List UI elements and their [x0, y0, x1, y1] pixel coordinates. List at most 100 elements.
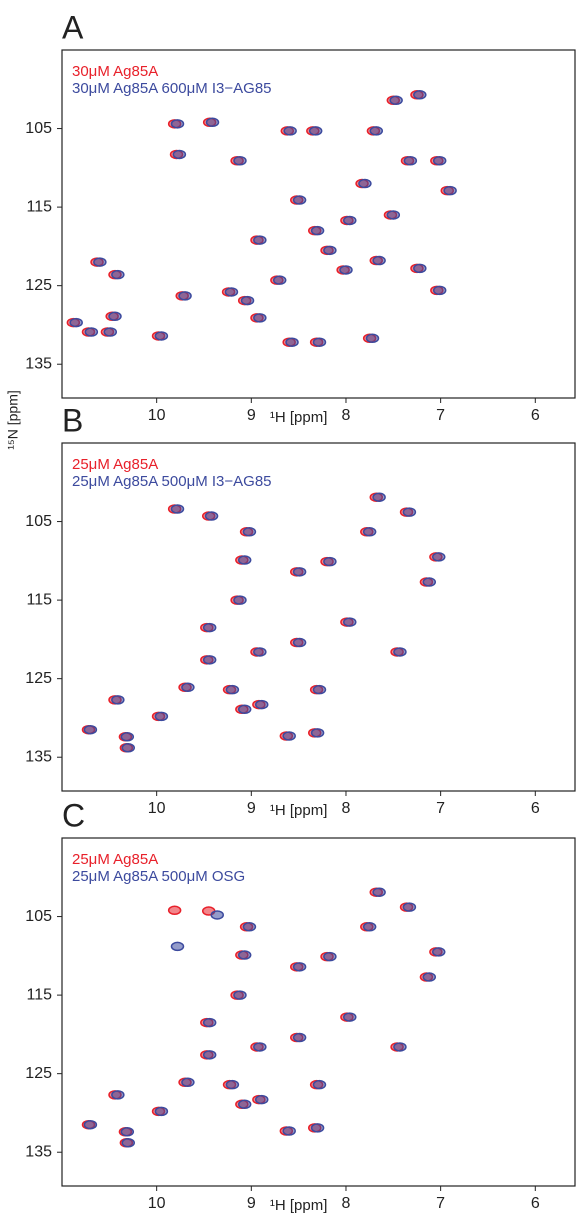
x-axis-label: ¹H [ppm] — [270, 1197, 328, 1214]
legend-entry: 25μM Ag85A 500μM I3−AG85 — [72, 473, 272, 490]
peak — [178, 291, 192, 301]
peak — [202, 655, 217, 665]
peak — [121, 1138, 136, 1148]
y-axis-label: ¹⁵N [ppm] — [5, 390, 21, 449]
peak — [312, 684, 327, 695]
peak — [120, 732, 135, 742]
legend-entry: 25μM Ag85A — [72, 851, 158, 868]
peak — [292, 1032, 307, 1043]
peak — [181, 1077, 195, 1088]
peak — [83, 724, 98, 735]
x-tick-label: 10 — [148, 800, 166, 817]
peak — [282, 1126, 296, 1136]
peak — [443, 185, 457, 196]
peak — [111, 269, 125, 280]
panel-label: B — [62, 402, 83, 438]
peak — [204, 511, 219, 521]
x-tick-label: 8 — [342, 407, 351, 424]
peak — [310, 728, 325, 738]
peak — [240, 295, 255, 306]
peak — [93, 257, 107, 267]
peak — [323, 245, 337, 256]
peak — [254, 1094, 269, 1105]
peak — [393, 647, 407, 657]
x-tick-label: 7 — [436, 800, 445, 817]
peak — [242, 922, 257, 932]
peak — [403, 156, 418, 166]
y-tick-label: 135 — [25, 748, 52, 765]
peak — [253, 235, 267, 245]
peak — [202, 622, 217, 633]
y-tick-label: 135 — [25, 355, 52, 372]
peak — [343, 1012, 357, 1022]
peak — [205, 117, 220, 128]
x-tick-label: 9 — [247, 407, 256, 424]
y-tick-label: 125 — [25, 1065, 52, 1082]
y-tick-label: 105 — [25, 513, 52, 530]
peak — [108, 311, 122, 322]
peak — [253, 1042, 267, 1052]
peak — [431, 552, 446, 562]
peak — [111, 695, 125, 705]
peak — [372, 887, 386, 897]
peak — [237, 704, 252, 715]
peak — [292, 567, 307, 577]
peak — [389, 95, 403, 106]
peak — [431, 947, 446, 957]
peak — [339, 265, 353, 275]
peak — [312, 337, 327, 347]
peak — [120, 1127, 135, 1137]
peak — [69, 317, 83, 328]
y-tick-label: 125 — [25, 670, 52, 687]
y-tick-label: 115 — [26, 986, 52, 1003]
peak — [272, 275, 287, 285]
peak — [292, 637, 307, 648]
peak — [372, 255, 386, 266]
peak — [237, 950, 252, 960]
peak — [111, 1090, 125, 1100]
peak — [312, 1079, 327, 1090]
x-tick-label: 9 — [247, 1195, 256, 1212]
peak — [369, 126, 384, 136]
legend-entry: 25μM Ag85A 500μM OSG — [72, 868, 245, 885]
peak — [210, 910, 224, 920]
peak — [323, 951, 337, 962]
y-tick-label: 135 — [25, 1143, 52, 1160]
peak — [362, 922, 377, 932]
legend-entry: 30μM Ag85A 600μM I3−AG85 — [72, 80, 272, 97]
y-tick-label: 115 — [26, 591, 52, 608]
peak — [170, 504, 185, 514]
peak — [167, 905, 182, 916]
peak — [432, 285, 447, 296]
peak — [343, 215, 357, 226]
x-tick-label: 8 — [342, 800, 351, 817]
peak — [308, 126, 323, 136]
peak — [154, 331, 169, 341]
peak — [402, 507, 417, 517]
peak — [343, 617, 357, 627]
peak — [237, 555, 252, 565]
peak — [292, 962, 307, 972]
peak — [103, 327, 118, 337]
x-tick-label: 7 — [436, 407, 445, 424]
plot-frame — [61, 442, 576, 792]
x-tick-label: 6 — [531, 800, 540, 817]
peak — [181, 682, 195, 693]
peak — [242, 527, 257, 537]
peak — [393, 1042, 407, 1052]
x-tick-label: 7 — [436, 1195, 445, 1212]
peak — [225, 684, 240, 695]
panel-label: C — [62, 797, 85, 833]
peak — [323, 556, 337, 567]
peak — [121, 743, 136, 753]
peak — [282, 731, 296, 741]
y-tick-label: 115 — [26, 198, 52, 215]
peak — [224, 287, 239, 297]
peak — [310, 1123, 325, 1133]
legend-entry: 30μM Ag85A — [72, 63, 158, 80]
peak — [154, 1106, 169, 1117]
peak — [310, 225, 325, 236]
peak — [170, 941, 185, 952]
plot-frame — [61, 837, 576, 1187]
peak — [84, 327, 99, 337]
